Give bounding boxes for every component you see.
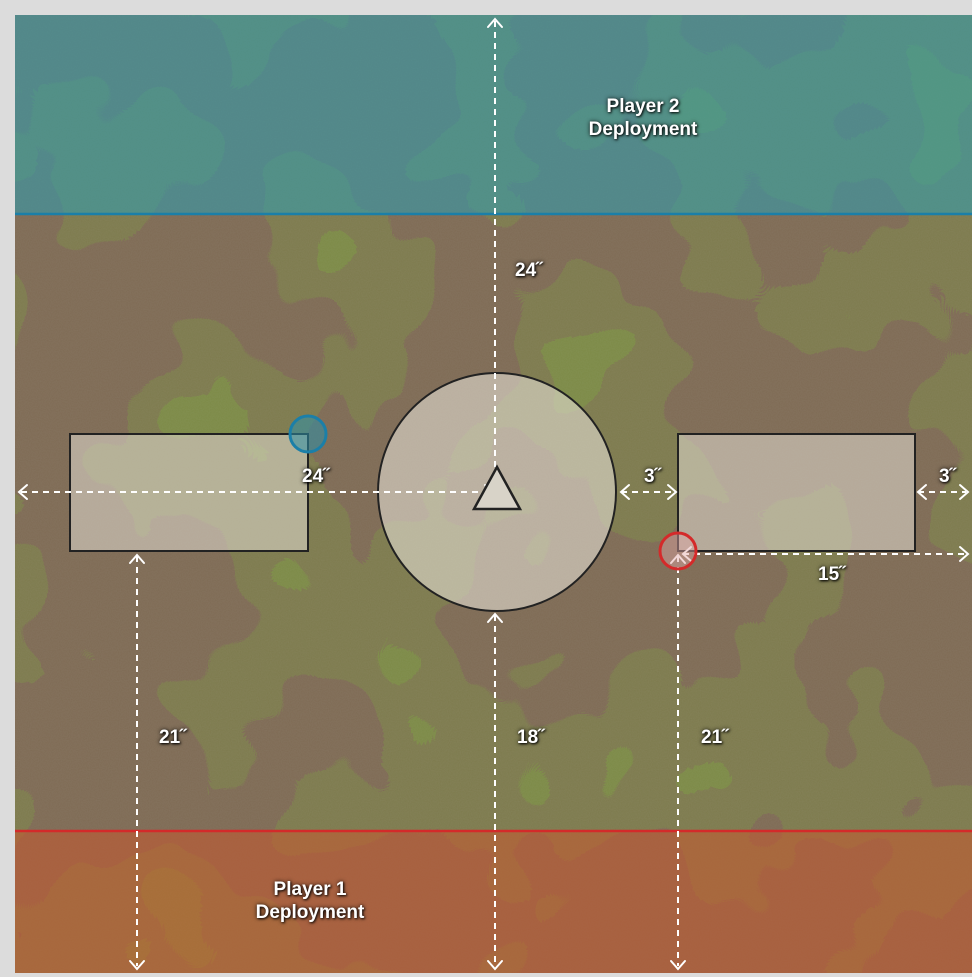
arrowhead: [487, 612, 503, 623]
measure-label-right-bottom: 21˝: [701, 727, 729, 748]
measure-label-left-to-center: 24˝: [302, 466, 330, 487]
player1-label-line2: Deployment: [255, 902, 365, 923]
arrowhead: [916, 484, 927, 500]
measure-label-circle-to-right: 3˝: [644, 466, 661, 487]
measure-label-center-top: 24˝: [515, 260, 543, 281]
arrowhead: [667, 484, 678, 500]
arrowhead: [487, 960, 503, 971]
triangle-icon: [471, 464, 523, 511]
blue-circle-marker: [288, 414, 328, 454]
player2-label-line1: Player 2: [606, 96, 680, 117]
player1-deployment-zone: [15, 831, 972, 973]
player1-deployment-label: Player 1 Deployment: [210, 878, 410, 924]
terrain-right-rect: [677, 433, 916, 552]
measure-lines: [21, 21, 966, 966]
measure-label-left-bottom: 21˝: [159, 727, 187, 748]
player2-deployment-label: Player 2 Deployment: [543, 95, 743, 141]
measure-label-right-to-edge: 3˝: [939, 466, 956, 487]
arrowhead: [670, 553, 686, 564]
arrowhead: [129, 960, 145, 971]
board-graphics: [15, 15, 972, 973]
player2-label-line2: Deployment: [588, 119, 698, 140]
player1-label-line1: Player 1: [273, 879, 347, 900]
arrowhead: [619, 484, 630, 500]
arrowhead: [959, 546, 970, 562]
game-board: Player 2 Deployment Player 1 Deployment …: [15, 15, 972, 973]
measure-arrowheads: [17, 17, 970, 971]
arrowhead: [959, 484, 970, 500]
arrowhead: [670, 960, 686, 971]
arrowhead: [681, 546, 692, 562]
measure-label-right-span: 15˝: [818, 564, 846, 585]
red-circle-marker: [658, 531, 698, 571]
measure-label-center-bottom: 18˝: [517, 727, 545, 748]
arrowhead: [487, 17, 503, 28]
player2-deployment-zone: [15, 15, 972, 214]
arrowhead: [129, 553, 145, 564]
arrowhead: [17, 484, 28, 500]
